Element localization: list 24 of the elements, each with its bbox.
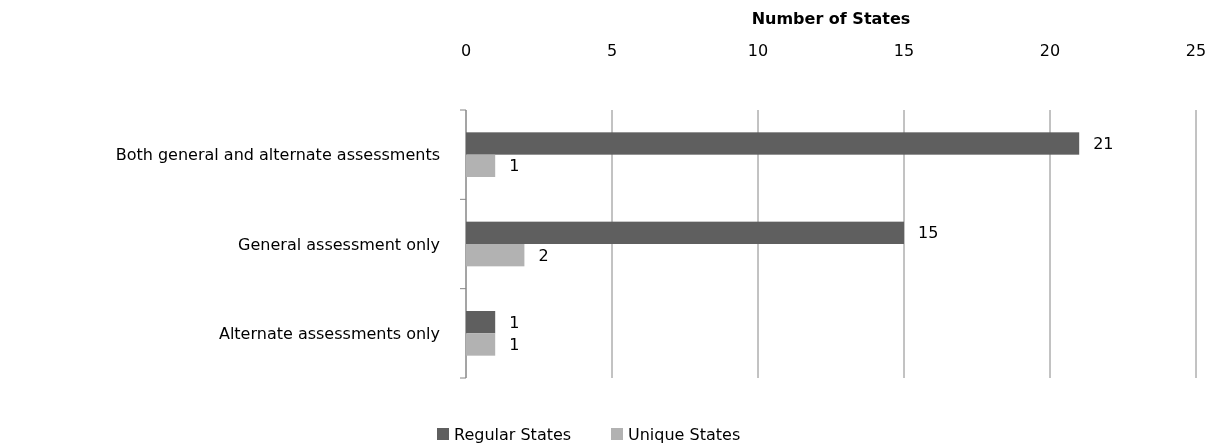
legend-label: Unique States (628, 424, 741, 444)
bar (466, 333, 496, 356)
data-label: 21 (1093, 134, 1114, 153)
x-tick-label: 0 (460, 41, 472, 60)
data-label: 1 (509, 312, 520, 332)
x-tick-label: 20 (1039, 41, 1061, 60)
bar (466, 154, 496, 177)
x-tick-label: 10 (747, 41, 769, 60)
bar (466, 244, 525, 267)
y-tick-label: Alternate assessments only (218, 323, 440, 343)
bar (466, 311, 496, 334)
data-label: 1 (509, 156, 520, 176)
legend-label: Regular States (454, 424, 572, 444)
data-label: 2 (538, 245, 549, 265)
bar (466, 132, 1080, 155)
x-tick-label: 5 (606, 41, 618, 60)
y-tick-label: General assessment only (238, 234, 440, 254)
data-label: 1 (509, 335, 520, 354)
y-tick-label: Both general and alternate assessments (115, 145, 440, 165)
x-tick-label: 15 (893, 41, 915, 60)
x-axis-title: Number of States (751, 9, 911, 28)
data-label: 15 (918, 223, 939, 243)
bar (466, 221, 904, 244)
x-tick-label: 25 (1185, 41, 1207, 60)
